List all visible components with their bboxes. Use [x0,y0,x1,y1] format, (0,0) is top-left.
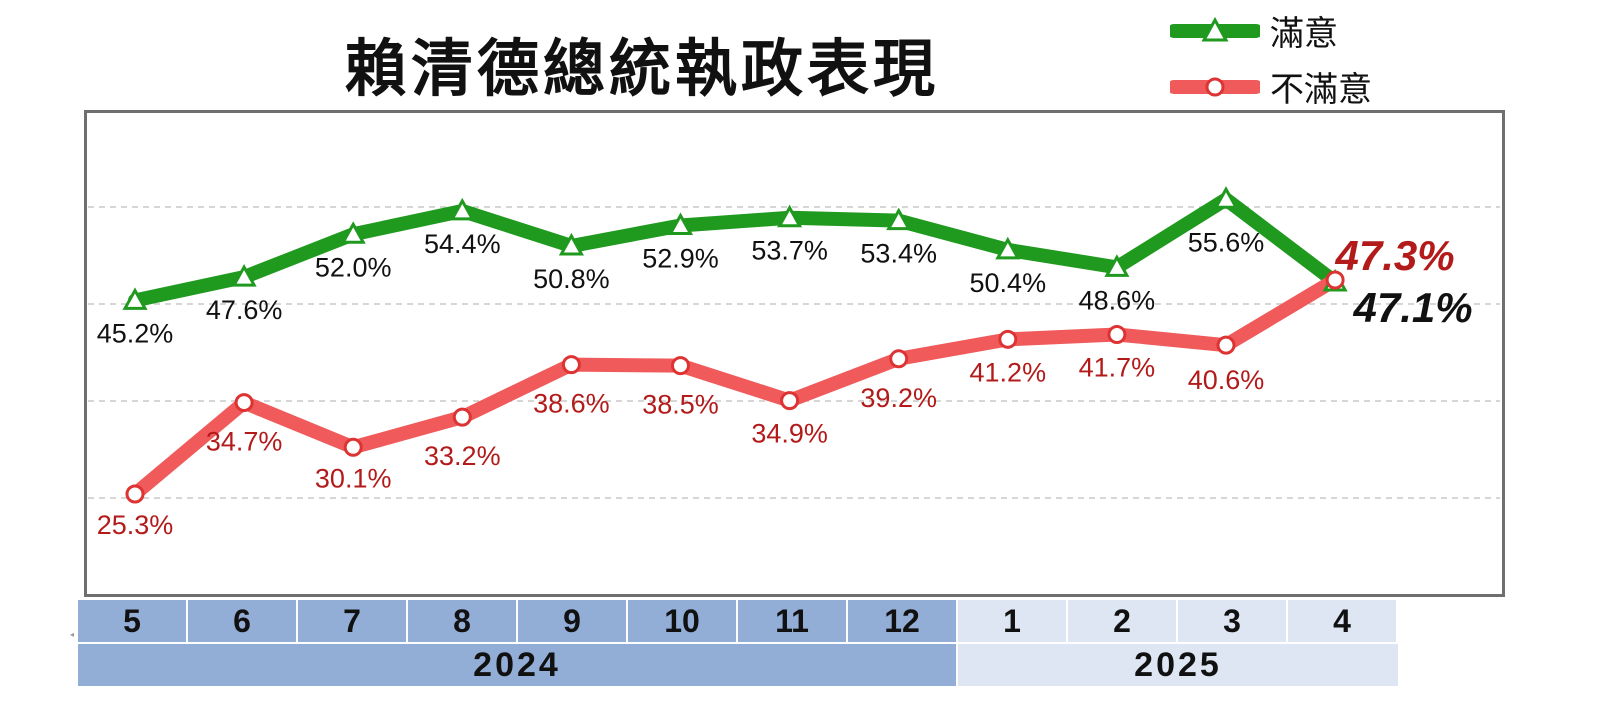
data-label-dissatisfied: 47.3% [1335,232,1455,279]
data-label-satisfied: 55.6% [1188,227,1265,257]
month-tick-label: 1 [958,600,1068,642]
month-tick-label: 6 [188,600,298,642]
point-dissatisfied [1325,270,1345,290]
series-line-satisfied [128,192,1343,308]
month-tick-label: 12 [848,600,958,642]
month-axis: 5 6 7 8 9 10 11 12 1 2 3 4 [78,600,1398,642]
data-label-satisfied: 47.1% [1353,284,1473,331]
month-tick-label: 11 [738,600,848,642]
chart-title: 賴清德總統執政表現 [345,32,940,105]
month-tick-label: 5 [78,600,188,642]
point-satisfied [667,212,694,236]
data-label-satisfied: 53.7% [751,236,828,266]
point-satisfied [1104,254,1130,277]
point-satisfied [231,263,257,287]
legend-dissatisfied: 不滿意 [1170,62,1372,111]
point-satisfied [995,236,1021,260]
data-label-dissatisfied: 33.2% [424,441,501,471]
year-axis: 2024 2025 [78,644,1398,686]
point-dissatisfied [671,356,690,376]
point-satisfied [122,287,148,310]
data-label-dissatisfied: 30.1% [315,463,392,493]
point-dissatisfied [343,437,363,457]
data-label-dissatisfied: 41.2% [970,357,1047,387]
legend-dissatisfied-label: 不滿意 [1270,70,1372,110]
year-label: 2024 [78,644,958,686]
year-label: 2025 [958,644,1398,686]
data-label-satisfied: 54.4% [424,229,501,259]
point-satisfied [777,204,803,228]
data-label-satisfied: 52.0% [315,252,392,282]
series-line-dissatisfied [128,273,1343,501]
month-tick-label: 2 [1068,600,1178,642]
point-satisfied [558,232,584,256]
month-tick-label: 8 [408,600,518,642]
month-tick-label: 4 [1288,600,1398,642]
point-dissatisfied [452,407,472,427]
point-satisfied [340,221,366,244]
month-tick-label: 7 [298,600,408,642]
data-label-satisfied: 52.9% [642,244,719,274]
point-dissatisfied [780,391,800,411]
data-label-dissatisfied: 40.6% [1188,365,1265,395]
data-label-dissatisfied: 34.7% [206,427,283,457]
data-label-dissatisfied: 39.2% [860,383,937,413]
point-dissatisfied [998,329,1018,349]
data-label-satisfied: 50.8% [533,264,610,294]
data-label-dissatisfied: 25.3% [97,510,174,540]
month-tick-label: 10 [628,600,738,642]
month-tick-label: 9 [518,600,628,642]
month-tick-label: 3 [1178,600,1288,642]
legend-satisfied: 滿意 [1170,6,1338,55]
point-satisfied [449,197,475,221]
data-label-satisfied: 50.4% [970,268,1047,298]
data-label-dissatisfied: 38.5% [642,390,719,420]
point-dissatisfied [234,393,254,413]
data-label-satisfied: 48.6% [1079,285,1156,315]
data-label-satisfied: 53.4% [860,239,937,269]
point-dissatisfied [1216,335,1236,355]
point-dissatisfied [1107,324,1127,344]
legend-dissatisfied-marker-icon [1170,77,1260,96]
point-dissatisfied [125,484,145,504]
data-label-dissatisfied: 38.6% [533,389,610,419]
legend-satisfied-marker-icon [1170,16,1260,41]
data-label-dissatisfied: 34.9% [751,419,828,449]
data-label-satisfied: 47.6% [206,295,283,325]
point-dissatisfied [889,349,909,369]
data-label-dissatisfied: 41.7% [1079,352,1156,382]
point-dissatisfied [561,355,581,375]
data-label-satisfied: 45.2% [97,318,174,348]
plot-area [84,110,1505,597]
stray-mark: ◂ [70,630,75,639]
point-satisfied [886,207,912,231]
legend-satisfied-label: 滿意 [1270,14,1338,54]
point-satisfied [1213,186,1239,209]
